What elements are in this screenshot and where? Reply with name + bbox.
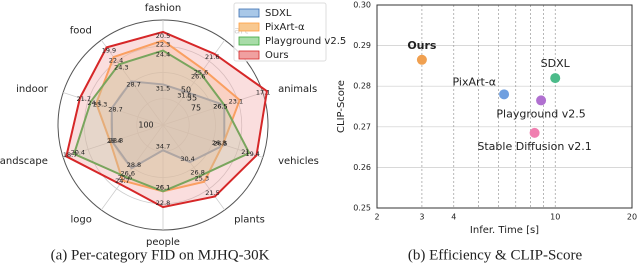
point — [529, 127, 540, 138]
value-label: 22.3 — [156, 41, 170, 49]
legend-swatch — [238, 50, 260, 60]
y-tick-label: 0.25 — [353, 204, 371, 213]
category-label: food — [70, 25, 92, 36]
value-label: 26.5 — [213, 140, 227, 148]
radial-label: 50 — [181, 86, 191, 95]
y-tick-label: 0.28 — [353, 82, 371, 91]
value-label: 26.1 — [156, 183, 170, 191]
value-label: 22.4 — [109, 56, 123, 64]
spoke — [100, 39, 164, 126]
value-label: 28.4 — [107, 137, 121, 145]
category-label: indoor — [16, 84, 49, 95]
category-label: fashion — [145, 3, 181, 14]
value-label: 28.8 — [109, 136, 123, 144]
y-tick-label: 0.26 — [353, 163, 371, 172]
value-label: 21 — [241, 148, 249, 156]
category-label: plants — [234, 215, 265, 226]
value-label: 31.5 — [177, 91, 191, 99]
x-tick-label: 3 — [419, 213, 424, 222]
legend-swatch — [238, 8, 260, 18]
value-label: 31.5 — [156, 84, 170, 92]
legend-label: Ours — [265, 50, 289, 61]
value-label: 25.3 — [93, 101, 107, 109]
x-axis-label: Infer. Time [s] — [470, 225, 539, 236]
x-tick-label: 10 — [550, 213, 560, 222]
point-label: Stable Diffusion v2.1 — [477, 140, 591, 153]
category-label: landscape — [0, 156, 48, 167]
category-label: people — [146, 237, 180, 248]
radial-label: 75 — [191, 104, 201, 113]
x-tick-label: 20 — [627, 213, 637, 222]
value-label: 22.8 — [156, 199, 170, 207]
value-label: 24.1 — [87, 99, 101, 107]
legend-label: Playground v2.5 — [265, 36, 346, 47]
value-label: 17.1 — [256, 88, 270, 96]
point — [416, 54, 427, 65]
value-label: 24.4 — [156, 51, 170, 59]
value-label: 28.7 — [126, 81, 140, 89]
value-label: 21.7 — [76, 95, 90, 103]
point-label: Playground v2.5 — [496, 107, 585, 120]
value-label: 26.8 — [212, 139, 226, 147]
legend: SDXL PixArt-α Playground v2.5 Ours — [233, 2, 346, 62]
spoke — [162, 92, 263, 126]
legend-swatch — [238, 36, 260, 46]
category-label: logo — [71, 215, 92, 226]
value-label: 26.8 — [190, 169, 204, 177]
value-label: 26.6 — [191, 72, 205, 80]
radar-area — [110, 80, 226, 170]
radial-label: 100 — [138, 121, 153, 130]
value-label: 25.3 — [195, 175, 209, 183]
value-label: 26.5 — [213, 102, 227, 110]
legend-label: SDXL — [265, 8, 292, 19]
value-label: 26.6 — [121, 170, 135, 178]
x-tick-label: 2 — [374, 213, 379, 222]
value-label: 23.1 — [229, 97, 243, 105]
radar-area — [65, 30, 269, 209]
legend-box — [233, 2, 327, 62]
value-label: 26.5 — [213, 102, 227, 110]
value-label: 24.7 — [115, 177, 129, 185]
value-label: 30.4 — [180, 155, 194, 163]
category-label: vehicles — [278, 156, 319, 167]
point — [550, 73, 561, 84]
value-label: 28.8 — [127, 161, 141, 169]
caption: (a) Per-category FID on MJHQ-30K — [51, 247, 270, 263]
value-label: 19.4 — [245, 150, 259, 158]
value-label: 25.6 — [194, 69, 208, 77]
value-label: 19.9 — [102, 47, 116, 55]
value-label: 25.6 — [118, 173, 132, 181]
y-tick-label: 0.27 — [353, 122, 371, 131]
legend-swatch — [238, 22, 260, 32]
point — [499, 89, 510, 100]
value-label: 28.7 — [108, 106, 122, 114]
caption: (b) Efficiency & CLIP-Score — [408, 247, 583, 263]
point — [536, 95, 547, 106]
category-label: animals — [278, 84, 317, 95]
plot-frame — [376, 4, 633, 209]
y-tick-label: 0.29 — [353, 41, 371, 50]
y-tick-label: 0.30 — [353, 1, 371, 10]
point-label: PixArt-α — [453, 75, 497, 88]
spoke — [162, 124, 263, 158]
value-label: 21.6 — [205, 53, 219, 61]
point-label: Ours — [407, 39, 437, 52]
value-label: 34.7 — [156, 142, 170, 150]
x-tick-label: 4 — [451, 213, 456, 222]
value-label: 26.1 — [156, 183, 170, 191]
legend-label: PixArt-α — [265, 22, 305, 33]
point-label: SDXL — [541, 57, 571, 70]
y-axis-label: CLIP-Score — [336, 80, 347, 133]
value-label: 20.5 — [156, 32, 170, 40]
radial-label: 55 — [187, 94, 197, 103]
value-label: 20.4 — [71, 149, 85, 157]
value-label: 18.7 — [63, 151, 77, 159]
value-label: 21.5 — [205, 189, 219, 197]
radar-area — [72, 49, 251, 193]
value-label: 24.3 — [114, 64, 128, 72]
